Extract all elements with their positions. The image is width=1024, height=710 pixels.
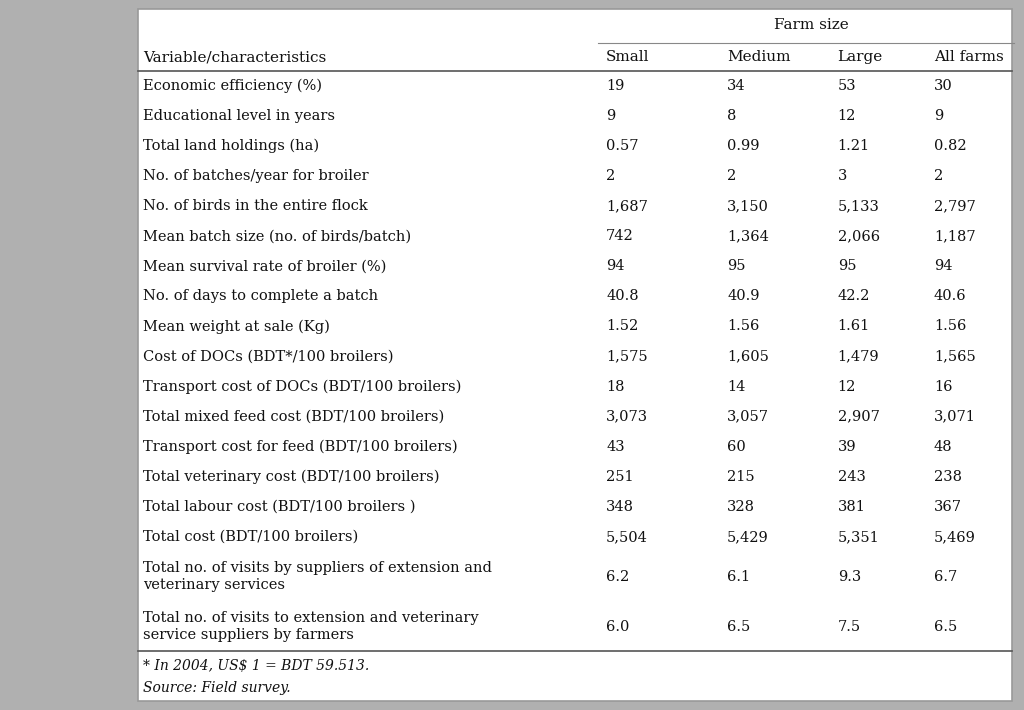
Text: 53: 53 — [838, 79, 856, 93]
Text: 95: 95 — [838, 259, 856, 273]
Text: 18: 18 — [606, 380, 625, 393]
Text: Economic efficiency (%): Economic efficiency (%) — [143, 79, 323, 93]
Text: 94: 94 — [934, 259, 952, 273]
Text: 5,429: 5,429 — [727, 530, 769, 544]
Text: 43: 43 — [606, 439, 625, 454]
Text: 2: 2 — [934, 169, 943, 183]
Text: Large: Large — [838, 50, 883, 64]
Text: 5,469: 5,469 — [934, 530, 976, 544]
Text: 0.99: 0.99 — [727, 139, 760, 153]
Text: Small: Small — [606, 50, 649, 64]
Text: 16: 16 — [934, 380, 952, 393]
Text: Educational level in years: Educational level in years — [143, 109, 336, 123]
Text: Farm size: Farm size — [774, 18, 848, 32]
Text: 6.2: 6.2 — [606, 570, 630, 584]
Text: 6.5: 6.5 — [934, 620, 957, 633]
Text: 0.57: 0.57 — [606, 139, 639, 153]
Text: 2: 2 — [606, 169, 615, 183]
Text: 348: 348 — [606, 500, 634, 514]
Text: 40.8: 40.8 — [606, 290, 639, 303]
Text: 1.56: 1.56 — [727, 320, 760, 334]
Text: Mean batch size (no. of birds/batch): Mean batch size (no. of birds/batch) — [143, 229, 412, 244]
Text: 12: 12 — [838, 109, 856, 123]
Text: Total mixed feed cost (BDT/100 broilers): Total mixed feed cost (BDT/100 broilers) — [143, 410, 444, 424]
Text: 5,133: 5,133 — [838, 200, 880, 213]
Text: 3,150: 3,150 — [727, 200, 769, 213]
Text: 8: 8 — [727, 109, 736, 123]
Text: Cost of DOCs (BDT*/100 broilers): Cost of DOCs (BDT*/100 broilers) — [143, 349, 394, 364]
Text: 3,071: 3,071 — [934, 410, 976, 424]
Text: 60: 60 — [727, 439, 745, 454]
Text: 40.9: 40.9 — [727, 290, 760, 303]
Text: 19: 19 — [606, 79, 625, 93]
Text: 1.21: 1.21 — [838, 139, 869, 153]
Text: No. of batches/year for broiler: No. of batches/year for broiler — [143, 169, 369, 183]
Text: 6.0: 6.0 — [606, 620, 630, 633]
Text: Variable/characteristics: Variable/characteristics — [143, 50, 327, 64]
Text: 1.52: 1.52 — [606, 320, 638, 334]
Text: 5,504: 5,504 — [606, 530, 648, 544]
Text: 40.6: 40.6 — [934, 290, 967, 303]
Text: No. of days to complete a batch: No. of days to complete a batch — [143, 290, 379, 303]
Text: 6.1: 6.1 — [727, 570, 751, 584]
Text: 0.82: 0.82 — [934, 139, 967, 153]
Text: Total labour cost (BDT/100 broilers ): Total labour cost (BDT/100 broilers ) — [143, 500, 416, 514]
Text: 1,605: 1,605 — [727, 349, 769, 364]
Text: 30: 30 — [934, 79, 952, 93]
Text: 9.3: 9.3 — [838, 570, 861, 584]
Text: 3,073: 3,073 — [606, 410, 648, 424]
Text: 6.7: 6.7 — [934, 570, 957, 584]
Text: 243: 243 — [838, 470, 865, 484]
Text: 95: 95 — [727, 259, 745, 273]
Text: No. of birds in the entire flock: No. of birds in the entire flock — [143, 200, 368, 213]
Text: 215: 215 — [727, 470, 755, 484]
Text: 381: 381 — [838, 500, 865, 514]
Text: 6.5: 6.5 — [727, 620, 751, 633]
Text: 3,057: 3,057 — [727, 410, 769, 424]
Text: 367: 367 — [934, 500, 962, 514]
Text: 42.2: 42.2 — [838, 290, 870, 303]
Text: 48: 48 — [934, 439, 952, 454]
Text: 1,364: 1,364 — [727, 229, 769, 244]
Text: Medium: Medium — [727, 50, 791, 64]
Text: 2,797: 2,797 — [934, 200, 976, 213]
Text: 2,066: 2,066 — [838, 229, 880, 244]
Text: 1,687: 1,687 — [606, 200, 648, 213]
Text: Total land holdings (ha): Total land holdings (ha) — [143, 139, 319, 153]
Text: 9: 9 — [606, 109, 615, 123]
Text: Mean survival rate of broiler (%): Mean survival rate of broiler (%) — [143, 259, 387, 273]
Text: 238: 238 — [934, 470, 962, 484]
Text: 742: 742 — [606, 229, 634, 244]
Text: 12: 12 — [838, 380, 856, 393]
Text: Total cost (BDT/100 broilers): Total cost (BDT/100 broilers) — [143, 530, 358, 544]
Text: Mean weight at sale (Kg): Mean weight at sale (Kg) — [143, 320, 330, 334]
Text: Total no. of visits to extension and veterinary
service suppliers by farmers: Total no. of visits to extension and vet… — [143, 611, 479, 642]
Text: 94: 94 — [606, 259, 625, 273]
Text: 2,907: 2,907 — [838, 410, 880, 424]
Text: 1,565: 1,565 — [934, 349, 976, 364]
Text: 328: 328 — [727, 500, 755, 514]
FancyBboxPatch shape — [138, 9, 1012, 701]
Text: 1,479: 1,479 — [838, 349, 880, 364]
Text: Transport cost of DOCs (BDT/100 broilers): Transport cost of DOCs (BDT/100 broilers… — [143, 379, 462, 394]
Text: 1.56: 1.56 — [934, 320, 967, 334]
Text: Source: Field survey.: Source: Field survey. — [143, 681, 291, 695]
Text: Total veterinary cost (BDT/100 broilers): Total veterinary cost (BDT/100 broilers) — [143, 469, 440, 484]
Text: 1,575: 1,575 — [606, 349, 648, 364]
Text: Transport cost for feed (BDT/100 broilers): Transport cost for feed (BDT/100 broiler… — [143, 439, 458, 454]
Text: * In 2004, US$ 1 = BDT 59.513.: * In 2004, US$ 1 = BDT 59.513. — [143, 659, 370, 673]
Text: 3: 3 — [838, 169, 847, 183]
Text: All farms: All farms — [934, 50, 1004, 64]
Text: 9: 9 — [934, 109, 943, 123]
Text: 7.5: 7.5 — [838, 620, 861, 633]
Text: 251: 251 — [606, 470, 634, 484]
Text: 2: 2 — [727, 169, 736, 183]
Text: 14: 14 — [727, 380, 745, 393]
Text: 1,187: 1,187 — [934, 229, 976, 244]
Text: 34: 34 — [727, 79, 745, 93]
Text: 39: 39 — [838, 439, 856, 454]
Text: 1.61: 1.61 — [838, 320, 869, 334]
Text: Total no. of visits by suppliers of extension and
veterinary services: Total no. of visits by suppliers of exte… — [143, 561, 493, 592]
Text: 5,351: 5,351 — [838, 530, 880, 544]
